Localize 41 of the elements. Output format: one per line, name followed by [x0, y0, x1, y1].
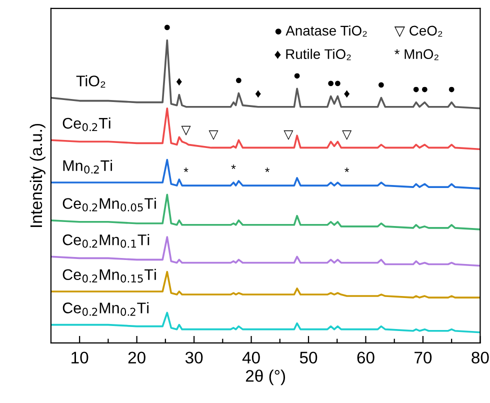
annotation: * — [344, 168, 350, 172]
annotation: * — [265, 168, 270, 172]
annotation: ● — [164, 24, 170, 30]
x-tick-label: 20 — [128, 352, 146, 364]
x-tick-label: 50 — [300, 352, 318, 364]
annotation: * — [231, 164, 236, 170]
annotation: ● — [378, 82, 384, 88]
text: ● Anatase TiO₂ — [275, 25, 367, 37]
series-label: TiO₂ — [76, 75, 106, 88]
annotation: ● — [236, 78, 242, 84]
series-label: Ce$_{0.2}$Mn$_{0.1}$Ti — [62, 234, 150, 248]
annotation: ● — [328, 80, 334, 86]
y-axis-title: Intensity (a.u.) — [30, 124, 46, 227]
annotation: ♦ — [344, 90, 350, 98]
annotation: * MnO₂ — [394, 49, 438, 60]
series-label: Ce$_{0.2}$Mn$_{0.15}$Ti — [62, 268, 156, 283]
x-tick-label: 70 — [414, 352, 432, 364]
series-label: Ce$_{0.2}$Mn$_{0.05}$Ti — [62, 198, 156, 212]
text: ▽ CeO₂ — [394, 26, 442, 38]
series-label: Ce$_{0.2}$Ti — [62, 117, 110, 132]
annotation: ● — [448, 86, 454, 92]
annotation: ● — [335, 80, 340, 86]
x-tick-label: 60 — [357, 352, 374, 364]
annotation: * — [184, 168, 188, 172]
annotation: ▽ — [342, 130, 352, 140]
series-label: Ce$_{0.2}$Mn$_{0.2}$Ti — [62, 302, 148, 316]
series-label: Mn$_{0.2}$Ti — [63, 160, 112, 174]
x-tick-label: 80 — [472, 352, 489, 364]
annotation: ♦ Rutile TiO₂ — [274, 48, 351, 60]
annotation: ● — [422, 86, 428, 92]
annotation: ▽ — [181, 126, 191, 136]
annotation: ♦ — [255, 90, 261, 98]
annotation: ▽ — [284, 130, 294, 140]
x-axis-title: 2θ (°) — [246, 370, 286, 386]
x-tick-label: 10 — [72, 352, 88, 364]
annotation: ▽ — [208, 130, 218, 140]
annotation: ♦ — [176, 78, 182, 86]
annotation: ● — [413, 86, 419, 92]
x-tick-label: 40 — [242, 352, 260, 364]
annotation: ● — [294, 73, 300, 79]
x-tick-label: 30 — [185, 352, 203, 364]
